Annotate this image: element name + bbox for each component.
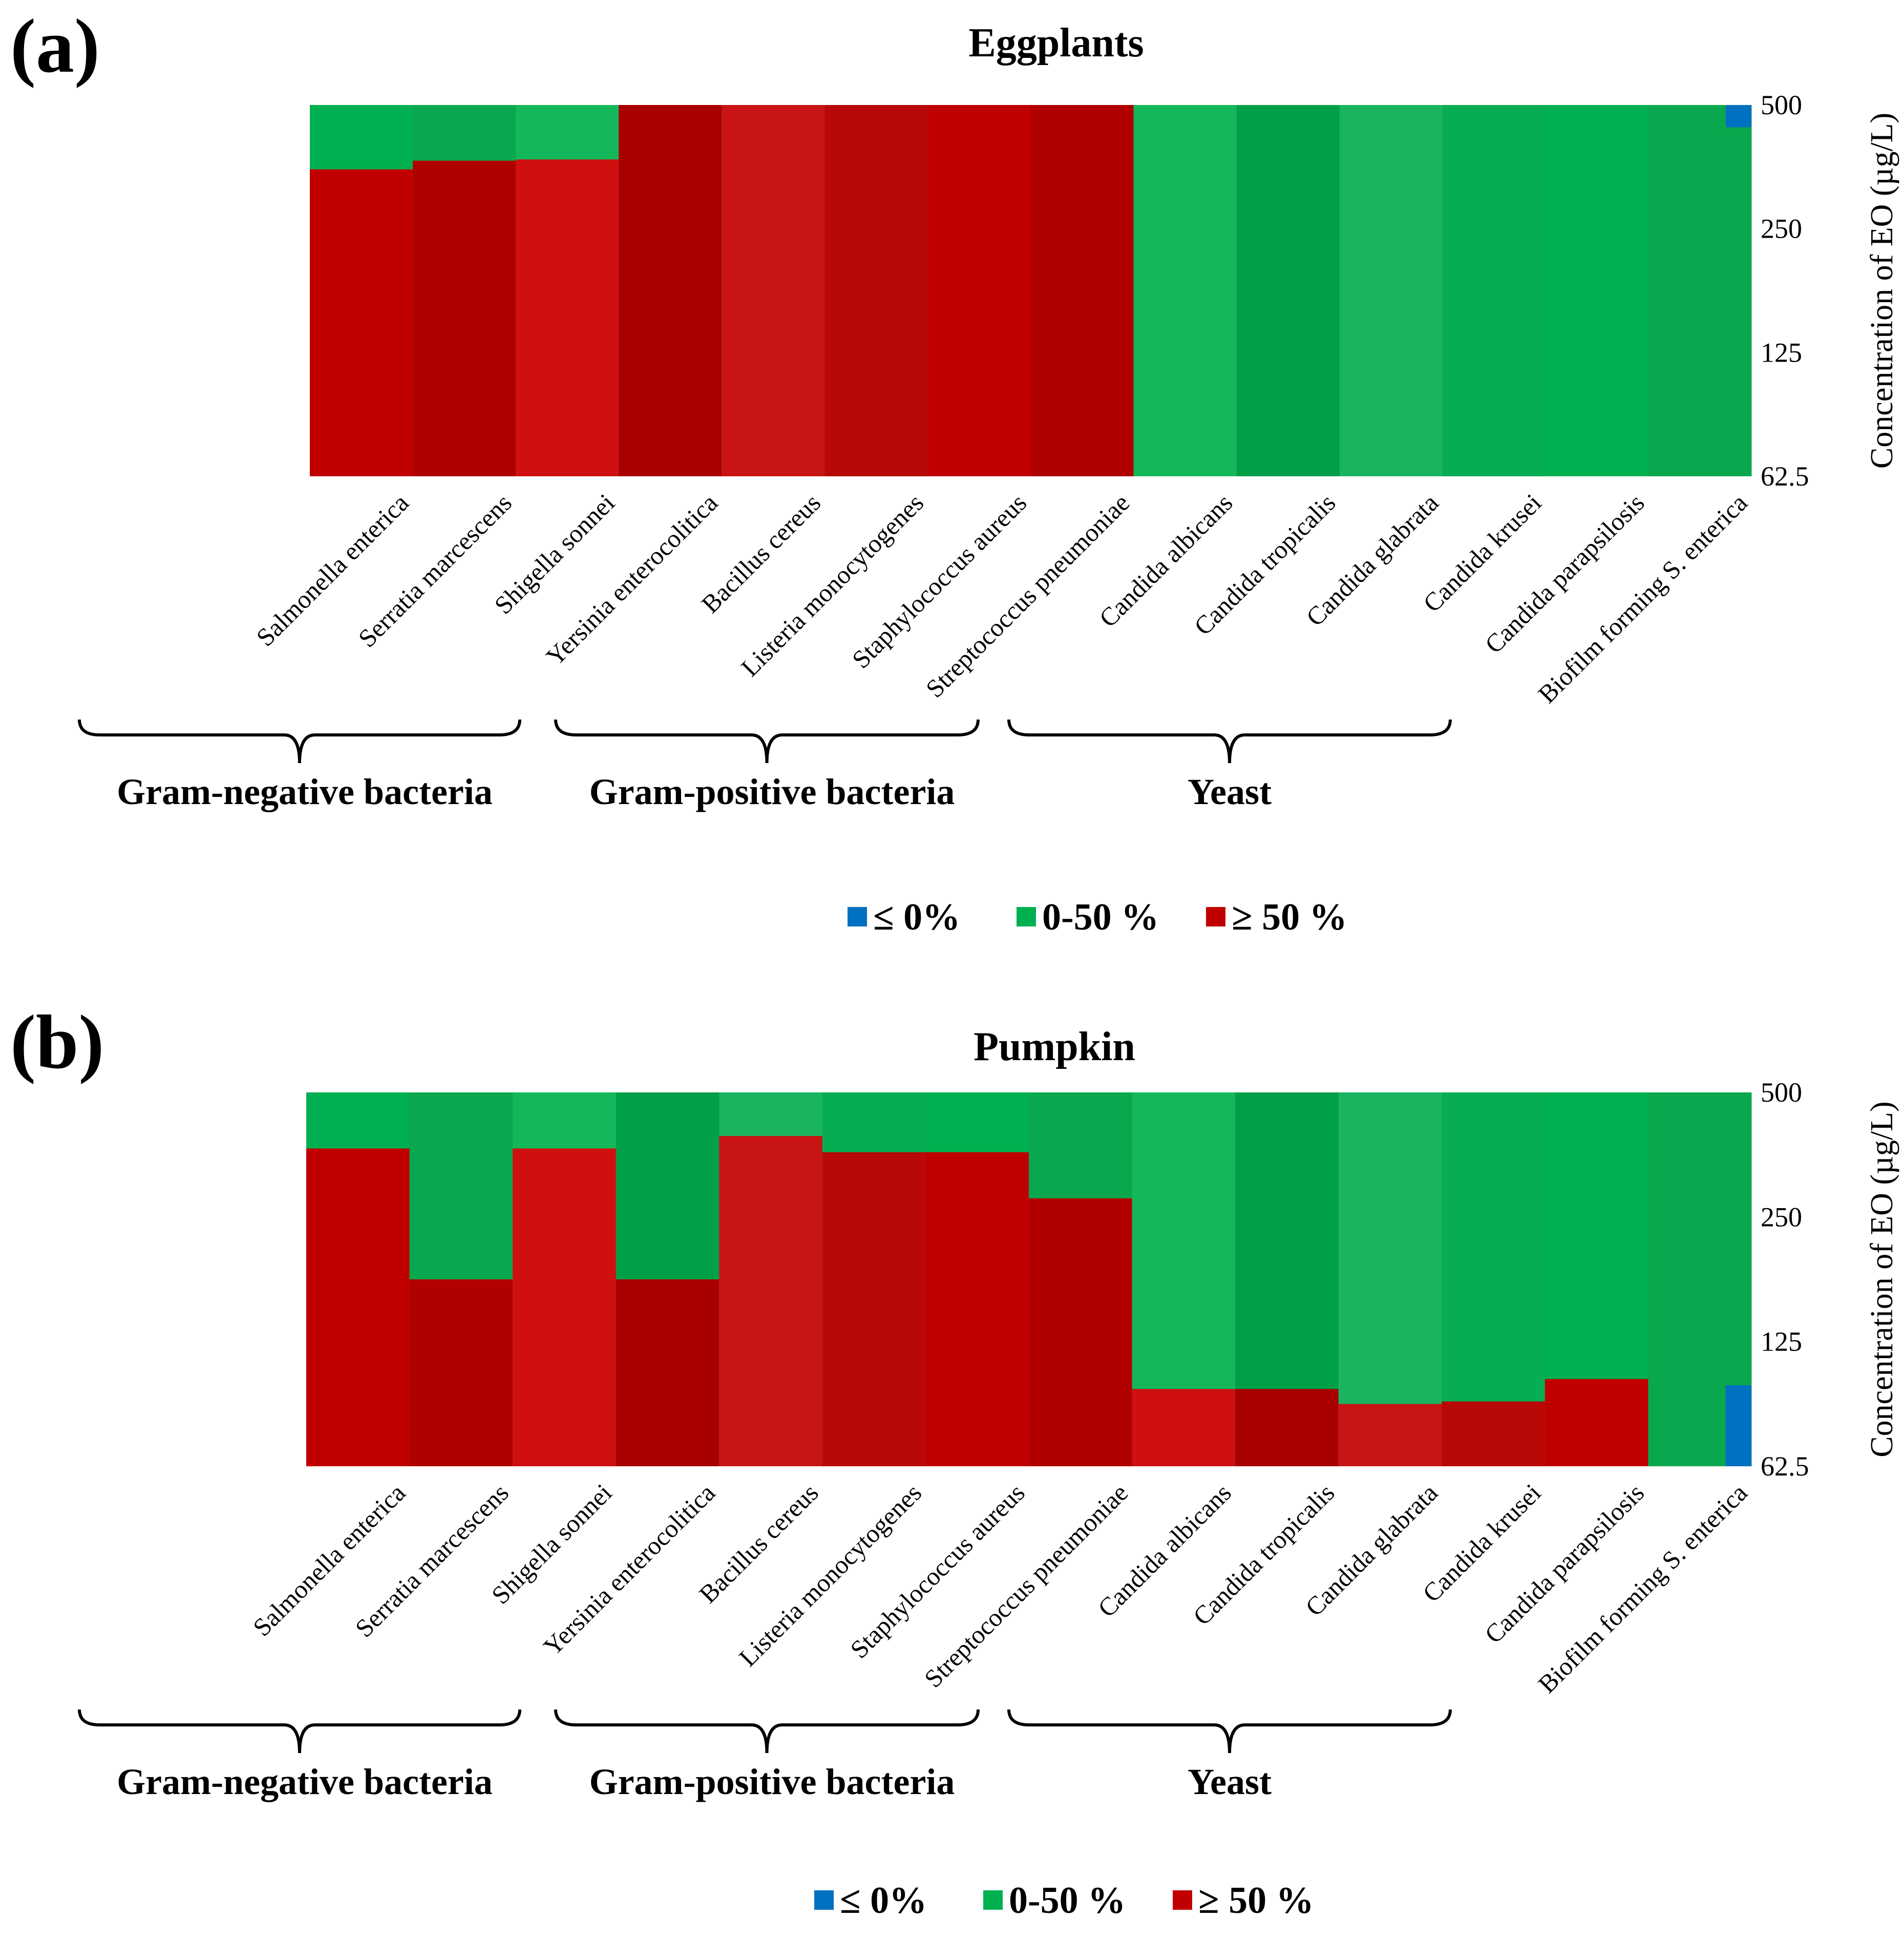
category-label: Staphylococcus aureus bbox=[844, 1478, 1030, 1664]
legend-label: 0-50 % bbox=[1009, 1880, 1126, 1922]
group-label: Yeast bbox=[1188, 771, 1272, 812]
heat-cell-red bbox=[413, 160, 516, 476]
legend-swatch bbox=[1017, 907, 1036, 926]
group-brace bbox=[554, 1709, 980, 1754]
legend-swatch bbox=[814, 1890, 834, 1910]
legend-label: ≥ 50 % bbox=[1198, 1880, 1314, 1922]
heat-cell-red bbox=[822, 1152, 926, 1466]
group-label: Gram-negative bacteria bbox=[117, 1761, 493, 1802]
heat-cell-green bbox=[1442, 105, 1546, 476]
heatmap-plot bbox=[306, 1092, 1752, 1466]
y-tick-label: 250 bbox=[1761, 1201, 1802, 1232]
heat-cell-red bbox=[1545, 1379, 1648, 1466]
y-tick-label: 500 bbox=[1761, 1077, 1802, 1108]
category-label: Yersinia enterocolitica bbox=[538, 1478, 721, 1661]
heat-cell-red bbox=[1235, 1389, 1339, 1466]
chart-panel-b: (b) Pumpkin 500 250 125 62.5 Concentration of … bbox=[10, 1000, 1899, 1922]
heat-cell-red bbox=[516, 159, 619, 476]
heat-cell-red bbox=[1132, 1389, 1236, 1466]
y-tick-label: 250 bbox=[1761, 214, 1802, 244]
group-brace bbox=[1007, 1709, 1452, 1754]
group-label: Gram-positive bacteria bbox=[589, 771, 955, 812]
legend: ≤ 0% 0-50 % ≥ 50 % bbox=[814, 1880, 1314, 1922]
category-label: Streptococcus pneumoniae bbox=[920, 488, 1135, 703]
y-axis-label: Concentration of EO (µg/L) bbox=[1865, 1101, 1899, 1457]
group-brace bbox=[78, 719, 521, 764]
y-tick-label: 125 bbox=[1761, 337, 1802, 368]
chart-panel-a: (a) Eggplants 500 250 125 62.5 Concentration o… bbox=[10, 4, 1899, 938]
heat-cell-green bbox=[1648, 105, 1752, 476]
group-brace bbox=[554, 719, 980, 764]
legend-swatch bbox=[983, 1890, 1003, 1910]
group-brace bbox=[78, 1709, 521, 1754]
legend-swatch bbox=[1206, 907, 1225, 926]
heat-cell-green bbox=[1133, 105, 1237, 476]
category-label: Biofilm forming S. enterica bbox=[1532, 488, 1752, 708]
y-axis-label: Concentration of EO (µg/L) bbox=[1865, 113, 1899, 469]
heatmap-plot bbox=[310, 105, 1752, 477]
category-label: Listeria monocytogenes bbox=[735, 488, 929, 682]
heat-cell-red bbox=[616, 1279, 720, 1466]
heat-cell-red bbox=[824, 105, 928, 476]
category-label: Streptococcus pneumoniae bbox=[919, 1478, 1134, 1693]
panel-letter: (a) bbox=[10, 4, 100, 89]
legend-swatch bbox=[848, 907, 867, 926]
y-tick-label: 125 bbox=[1761, 1326, 1802, 1357]
heat-cell-red bbox=[1030, 105, 1134, 476]
group-brace bbox=[1007, 719, 1452, 764]
chart-title: Pumpkin bbox=[974, 1024, 1135, 1069]
heat-cell-green bbox=[1339, 105, 1443, 476]
heat-cell-red bbox=[409, 1279, 513, 1466]
heat-cell-red bbox=[722, 105, 825, 476]
heat-cell-red bbox=[310, 169, 413, 477]
heat-cell-red bbox=[1338, 1404, 1442, 1466]
heat-cell-red bbox=[306, 1148, 410, 1466]
legend-label: 0-50 % bbox=[1042, 896, 1159, 938]
legend: ≤ 0% 0-50 % ≥ 50 % bbox=[848, 896, 1347, 938]
group-label: Gram-negative bacteria bbox=[117, 771, 493, 812]
group-label: Gram-positive bacteria bbox=[589, 1761, 955, 1802]
heat-cell-green bbox=[1545, 105, 1649, 476]
legend-label: ≤ 0% bbox=[873, 896, 960, 938]
group-label: Yeast bbox=[1188, 1761, 1272, 1802]
heat-cell-red bbox=[925, 1152, 1029, 1466]
heat-cell-red bbox=[927, 105, 1031, 476]
heat-cell-red bbox=[1029, 1198, 1133, 1466]
heat-cell-red bbox=[513, 1148, 617, 1466]
legend-swatch bbox=[1173, 1890, 1192, 1910]
heat-cell-red bbox=[719, 1136, 823, 1466]
legend-label: ≥ 50 % bbox=[1232, 896, 1347, 938]
category-label: Yersinia enterocolitica bbox=[540, 488, 723, 671]
heat-cell-blue bbox=[1725, 105, 1751, 128]
chart-title: Eggplants bbox=[968, 20, 1144, 66]
y-tick-label: 62.5 bbox=[1761, 1451, 1809, 1482]
y-tick-label: 500 bbox=[1761, 90, 1802, 120]
category-label: Biofilm forming S. enterica bbox=[1532, 1478, 1752, 1698]
heat-cell-red bbox=[619, 105, 722, 476]
legend-label: ≤ 0% bbox=[840, 1880, 927, 1922]
heat-cell-blue bbox=[1725, 1385, 1751, 1466]
heat-cell-red bbox=[1442, 1401, 1546, 1466]
heat-cell-green bbox=[1236, 105, 1340, 476]
panel-letter: (b) bbox=[10, 1000, 104, 1085]
category-label: Listeria monocytogenes bbox=[733, 1478, 927, 1672]
y-tick-label: 62.5 bbox=[1761, 461, 1809, 492]
category-label: Staphylococcus aureus bbox=[847, 488, 1032, 674]
